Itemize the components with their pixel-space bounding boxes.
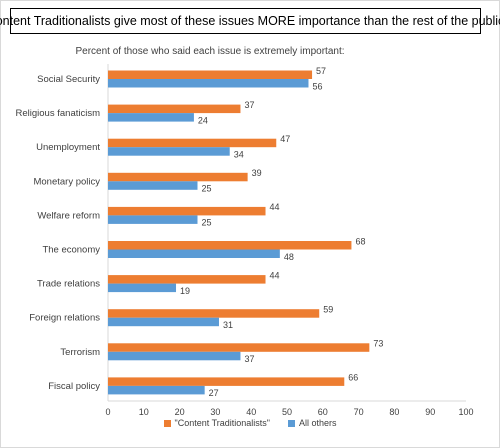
data-label: 68 (355, 236, 365, 246)
data-label: 44 (270, 202, 280, 212)
legend-swatch-0 (163, 419, 171, 427)
category-label: Trade relations (37, 279, 100, 290)
x-tick-label: 50 (282, 407, 292, 417)
x-tick-label: 10 (139, 407, 149, 417)
category-label: Welfare reform (37, 210, 100, 221)
x-tick-label: 20 (175, 407, 185, 417)
category-label: Foreign relations (29, 313, 100, 324)
data-label: 24 (198, 115, 208, 125)
x-tick-label: 40 (246, 407, 256, 417)
legend-item-0: "Content Traditionalists" (163, 418, 270, 428)
legend-swatch-1 (287, 419, 295, 427)
data-label: 25 (202, 184, 212, 194)
bar-content-traditionalists (108, 241, 352, 250)
x-tick-label: 70 (354, 407, 364, 417)
data-label: 25 (202, 218, 212, 228)
data-label: 19 (180, 286, 190, 296)
bar-all-others (108, 283, 177, 293)
bar-all-others (108, 215, 198, 224)
category-label: Terrorism (60, 347, 100, 358)
category-label: Social Security (37, 74, 100, 85)
chart-subtitle: Percent of those who said each issue is … (75, 46, 345, 57)
x-tick-label: 80 (389, 407, 399, 417)
x-tick-label: 90 (425, 407, 435, 417)
data-label: 47 (280, 134, 290, 144)
bar-content-traditionalists (108, 275, 266, 284)
bar-content-traditionalists (108, 104, 241, 114)
bar-content-traditionalists (108, 377, 345, 386)
data-label: 37 (244, 100, 254, 110)
bar-content-traditionalists (108, 309, 320, 318)
legend-label-0: "Content Traditionalists" (174, 418, 270, 428)
data-label: 44 (270, 270, 280, 280)
bar-content-traditionalists (108, 70, 313, 79)
bar-content-traditionalists (108, 206, 266, 216)
data-label: 37 (244, 354, 254, 364)
x-tick-label: 0 (105, 407, 110, 417)
bar-content-traditionalists (108, 343, 370, 352)
data-label: 31 (223, 320, 233, 330)
bar-all-others (108, 181, 198, 190)
bar-content-traditionalists (108, 138, 277, 148)
x-tick-label: 30 (210, 407, 220, 417)
data-label: 66 (348, 373, 358, 383)
category-label: Monetary policy (33, 176, 100, 187)
bar-all-others (108, 317, 219, 327)
x-tick-label: 60 (318, 407, 328, 417)
category-label: Fiscal policy (48, 381, 100, 392)
chart-title: Content Traditionalists give most of the… (0, 14, 500, 28)
category-label: The economy (42, 245, 100, 256)
data-label: 27 (209, 388, 219, 398)
legend-item-1: All others (287, 418, 337, 428)
category-label: Religious fanaticism (16, 108, 101, 119)
data-label: 34 (234, 149, 244, 159)
legend: "Content Traditionalists" All others (0, 418, 500, 428)
legend-label-1: All others (298, 418, 337, 428)
bar-all-others (108, 385, 205, 395)
data-label: 73 (373, 339, 383, 349)
data-label: 59 (323, 304, 333, 314)
bar-content-traditionalists (108, 172, 248, 182)
data-label: 39 (252, 168, 262, 178)
data-label: 56 (312, 81, 322, 91)
data-label: 57 (316, 66, 326, 76)
x-tick-label: 100 (458, 407, 473, 417)
bar-all-others (108, 249, 280, 258)
bar-all-others (108, 113, 194, 122)
bar-all-others (108, 79, 309, 88)
category-label: Unemployment (36, 142, 100, 153)
title-box: Content Traditionalists give most of the… (0, 8, 500, 34)
data-label: 48 (284, 252, 294, 262)
bar-all-others (108, 351, 241, 361)
bar-all-others (108, 147, 230, 156)
